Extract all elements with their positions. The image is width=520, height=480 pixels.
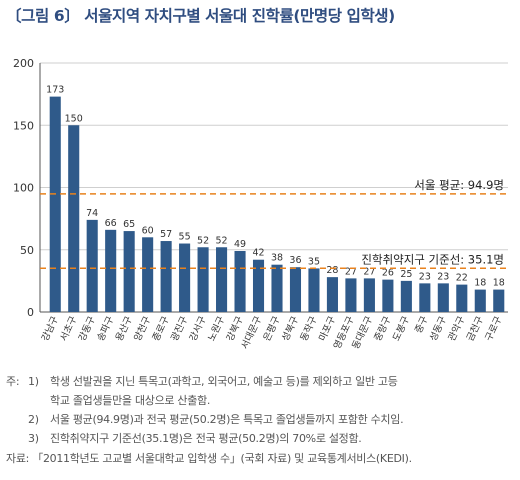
data-label: 28 bbox=[326, 265, 338, 276]
data-label: 23 bbox=[437, 271, 449, 282]
data-label: 27 bbox=[363, 266, 375, 277]
bar bbox=[105, 229, 117, 312]
data-label: 42 bbox=[252, 248, 264, 259]
data-label: 66 bbox=[105, 218, 117, 229]
bar bbox=[345, 278, 357, 312]
figure-notes: 주: 1) 학생 선발권을 지닌 특목고(과학고, 외국어고, 예술고 등)를 … bbox=[6, 372, 518, 468]
note-1: 주: 1) 학생 선발권을 지닌 특목고(과학고, 외국어고, 예술고 등)를 … bbox=[6, 372, 518, 391]
bar bbox=[308, 268, 320, 312]
data-label: 52 bbox=[197, 235, 209, 246]
note-number: 2) bbox=[28, 413, 39, 426]
bar bbox=[419, 283, 431, 312]
figure-title: 〔그림 6〕 서울지역 자치구별 서울대 진학률(만명당 입학생) bbox=[6, 7, 395, 25]
bar bbox=[86, 219, 98, 312]
bar bbox=[68, 125, 80, 312]
data-label: 35 bbox=[308, 256, 320, 267]
data-label: 27 bbox=[345, 266, 357, 277]
bar bbox=[456, 284, 468, 312]
bar bbox=[400, 280, 412, 312]
note-text: 진학취약지구 기준선(35.1명)은 전국 평균(50.2명)의 70%로 설정… bbox=[50, 432, 362, 445]
bar bbox=[160, 241, 172, 312]
note-lead: 주: bbox=[6, 375, 20, 388]
note-text: 학생 선발권을 지닌 특목고(과학고, 외국어고, 예술고 등)를 제외하고 일… bbox=[50, 375, 398, 388]
note-2: 2) 서울 평균(94.9명)과 전국 평균(50.2명)은 특목고 졸업생들까… bbox=[6, 410, 518, 429]
note-text: 서울 평균(94.9명)과 전국 평균(50.2명)은 특목고 졸업생들까지 포… bbox=[50, 413, 404, 426]
bar bbox=[289, 267, 302, 312]
y-tick-label: 200 bbox=[13, 57, 34, 70]
data-label: 150 bbox=[65, 113, 83, 124]
bar bbox=[271, 264, 283, 312]
bar bbox=[197, 247, 209, 312]
data-label: 173 bbox=[46, 85, 64, 96]
bar bbox=[142, 237, 154, 312]
bar bbox=[326, 277, 338, 312]
bar bbox=[382, 279, 394, 312]
note-3: 3) 진학취약지구 기준선(35.1명)은 전국 평균(50.2명)의 70%로… bbox=[6, 429, 518, 448]
data-label: 49 bbox=[234, 239, 246, 250]
data-label: 26 bbox=[382, 268, 394, 279]
x-tick-label: 구로구 bbox=[483, 314, 504, 343]
bar bbox=[252, 259, 265, 312]
bar bbox=[123, 231, 135, 312]
y-tick-label: 50 bbox=[20, 244, 34, 257]
data-label: 60 bbox=[142, 225, 154, 236]
bar bbox=[437, 283, 449, 312]
bar bbox=[493, 289, 505, 312]
x-tick-label: 도봉구 bbox=[391, 314, 412, 343]
note-1-continued: 학교 졸업생들만을 대상으로 산출함. bbox=[6, 391, 518, 410]
data-label: 38 bbox=[271, 253, 283, 264]
threshold-label: 진학취약지구 기준선: 35.1명 bbox=[361, 252, 504, 266]
bar bbox=[474, 289, 486, 312]
y-tick-label: 0 bbox=[27, 306, 34, 319]
data-label: 22 bbox=[456, 273, 468, 284]
x-tick-label: 중구 bbox=[413, 314, 430, 335]
data-label: 74 bbox=[86, 208, 98, 219]
bar bbox=[234, 250, 246, 312]
data-label: 23 bbox=[419, 271, 431, 282]
note-text: 학교 졸업생들만을 대상으로 산출함. bbox=[50, 394, 211, 407]
data-label: 36 bbox=[289, 255, 301, 266]
data-label: 65 bbox=[123, 219, 135, 230]
data-label: 55 bbox=[179, 232, 191, 243]
bar bbox=[363, 278, 375, 312]
source-note: 자료: 「2011학년도 고교별 서울대학교 입학생 수」(국회 자료) 및 교… bbox=[6, 452, 412, 465]
bar bbox=[49, 96, 61, 313]
y-tick-label: 100 bbox=[13, 182, 34, 195]
note-number: 1) bbox=[28, 375, 39, 388]
data-label: 18 bbox=[474, 278, 486, 289]
bar-chart: 050100150200173강남구150서초구74강동구66송파구65용산구6… bbox=[13, 57, 508, 351]
y-tick-label: 150 bbox=[13, 119, 34, 132]
data-label: 57 bbox=[160, 229, 172, 240]
data-label: 52 bbox=[216, 235, 228, 246]
note-number: 3) bbox=[28, 432, 39, 445]
bar bbox=[179, 243, 191, 312]
bar bbox=[216, 247, 228, 312]
data-label: 25 bbox=[400, 269, 412, 280]
seoul-average-label: 서울 평균: 94.9명 bbox=[414, 178, 504, 192]
data-label: 18 bbox=[493, 278, 505, 289]
